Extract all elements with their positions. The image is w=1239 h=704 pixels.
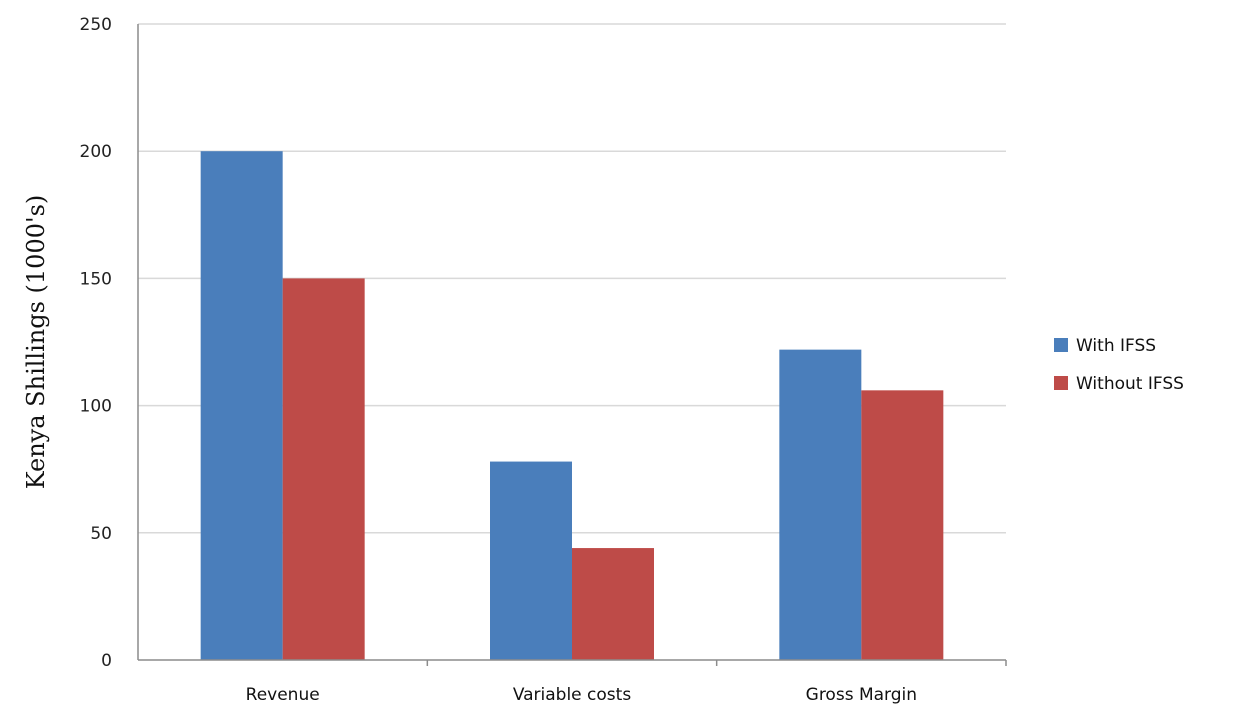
bars	[200, 151, 944, 660]
y-tick-label: 200	[80, 142, 112, 162]
y-tick-label: 250	[80, 15, 112, 35]
y-tick-label: 0	[101, 651, 112, 671]
bar-without-ifss-revenue	[282, 278, 365, 660]
legend-label: With IFSS	[1076, 336, 1156, 356]
y-tick-label: 50	[90, 524, 112, 544]
axes	[137, 24, 1007, 666]
legend-label: Without IFSS	[1076, 374, 1184, 394]
bar-without-ifss-gross-margin	[861, 390, 944, 660]
bar-with-ifss-variable-costs	[490, 461, 572, 660]
y-tick-label: 100	[80, 397, 112, 417]
bar-without-ifss-variable-costs	[572, 548, 654, 660]
y-tick-label: 150	[80, 269, 112, 289]
legend-swatch	[1054, 376, 1068, 390]
y-axis-label: Kenya Shillings (1000's)	[22, 195, 50, 490]
x-category-label: Revenue	[246, 685, 320, 704]
bar-with-ifss-gross-margin	[779, 349, 862, 660]
x-category-labels: Revenue Variable costs Gross Margin	[246, 685, 917, 704]
legend-swatch	[1054, 338, 1068, 352]
legend: With IFSS Without IFSS	[1054, 336, 1184, 394]
x-category-label: Variable costs	[513, 685, 632, 704]
y-tick-labels: 0 50 100 150 200 250	[80, 15, 112, 671]
x-category-label: Gross Margin	[806, 685, 917, 704]
bar-with-ifss-revenue	[200, 151, 283, 660]
